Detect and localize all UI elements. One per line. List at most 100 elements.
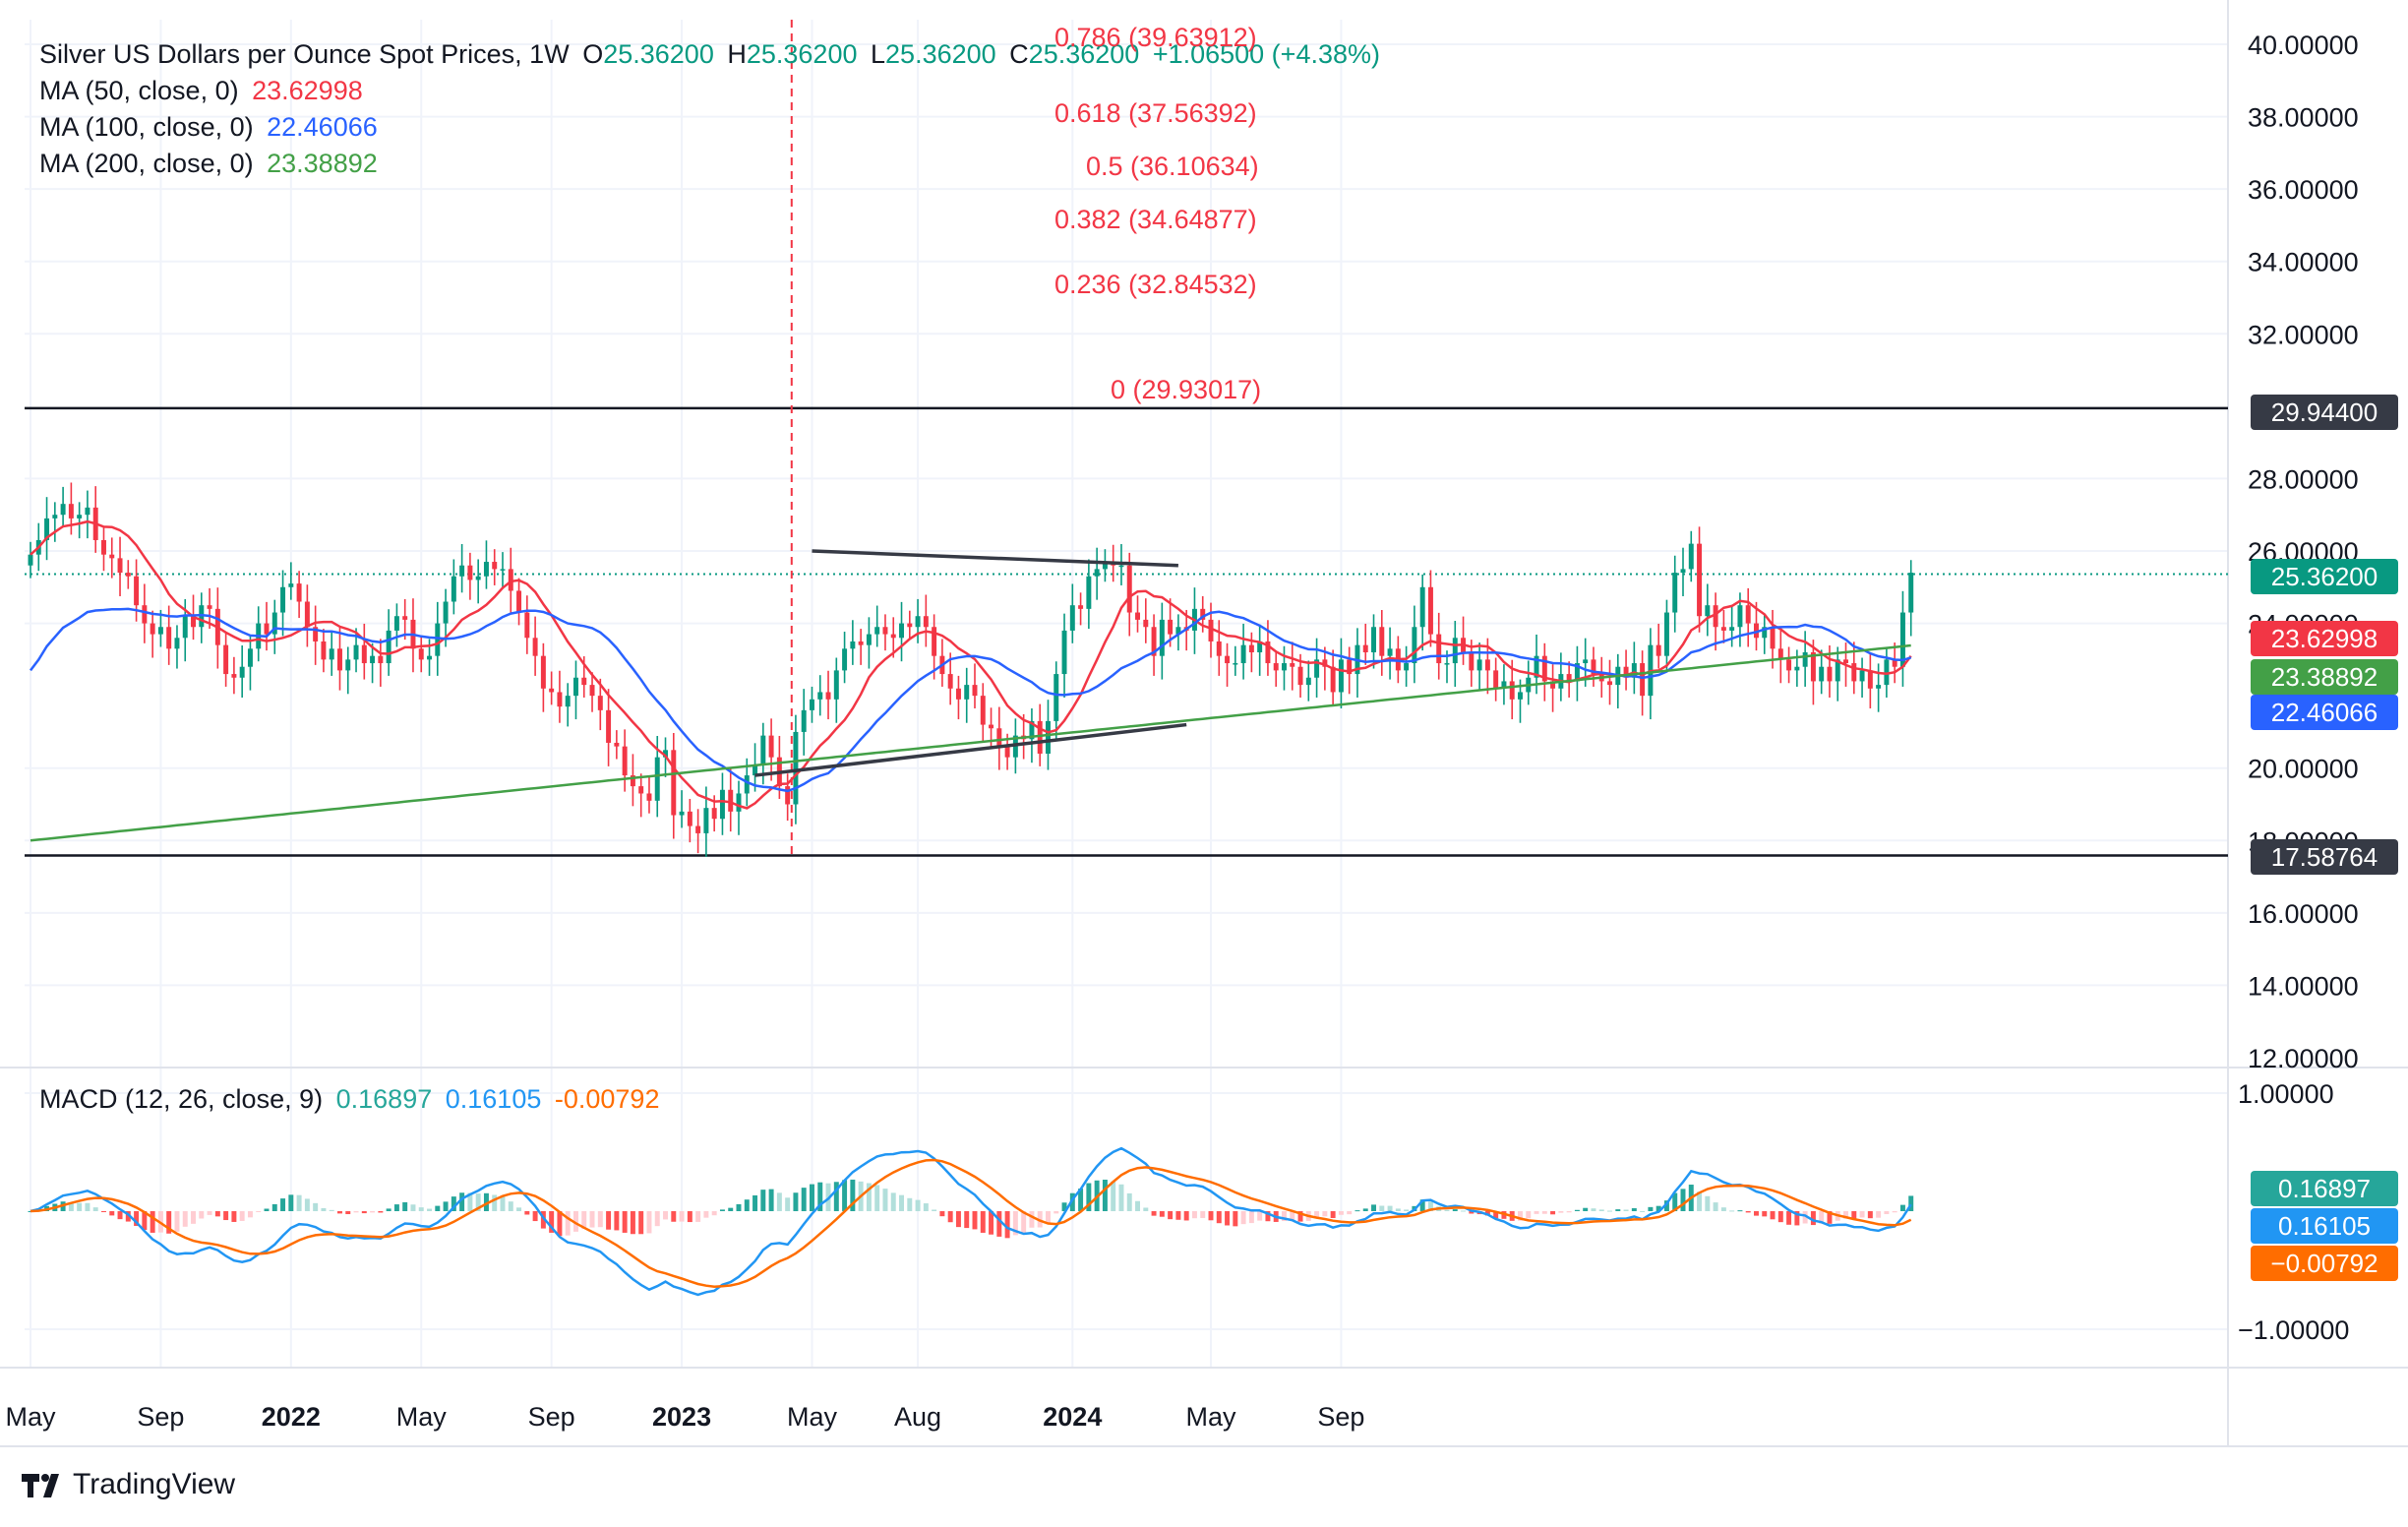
macd-hist-bar xyxy=(1648,1206,1654,1211)
candle-body xyxy=(1607,681,1612,686)
macd-line-value: 0.16105 xyxy=(445,1084,542,1114)
price-axis-tick: 32.00000 xyxy=(2248,320,2359,349)
candle-body xyxy=(109,554,115,559)
candle-body xyxy=(150,623,155,635)
macd-signal-line xyxy=(30,1158,1912,1288)
candle-body xyxy=(1705,605,1711,617)
macd-hist-bar xyxy=(1225,1211,1231,1226)
macd-hist-bar xyxy=(1656,1205,1661,1211)
candle-body xyxy=(1054,674,1059,721)
candle-body xyxy=(1257,641,1263,653)
candle-body xyxy=(44,518,50,540)
macd-hist-bar xyxy=(418,1207,424,1211)
candle-body xyxy=(654,757,660,801)
macd-hist-bar xyxy=(752,1194,758,1211)
candle-body xyxy=(915,616,921,628)
macd-hist-bar xyxy=(451,1196,456,1211)
macd-hist-value: 0.16897 xyxy=(335,1084,433,1114)
candle-body xyxy=(1720,627,1726,631)
macd-hist-bar xyxy=(711,1211,717,1216)
macd-hist-bar xyxy=(760,1190,766,1211)
legend-ma200[interactable]: MA (200, close, 0) 23.38892 xyxy=(39,149,384,179)
macd-hist-bar xyxy=(296,1194,302,1211)
ohlc-h-label: H xyxy=(727,39,747,69)
macd-hist-bar xyxy=(703,1211,709,1218)
candle-body xyxy=(1094,569,1100,577)
macd-hist-bar xyxy=(1598,1209,1604,1211)
price-box-ma50: 23.62998 xyxy=(2251,621,2398,656)
macd-hist-bar xyxy=(353,1211,359,1213)
candle-body xyxy=(1631,663,1637,678)
candle-body xyxy=(1859,670,1865,682)
macd-hist-bar xyxy=(1257,1211,1263,1221)
candle-body xyxy=(1908,573,1914,613)
macd-hist-bar xyxy=(370,1211,376,1213)
macd-hist-bar xyxy=(199,1211,205,1219)
macd-hist-bar xyxy=(1069,1192,1075,1211)
candle-body xyxy=(744,775,750,794)
candle-body xyxy=(1118,565,1124,568)
candle-body xyxy=(923,616,929,628)
tradingview-logo[interactable]: TradingView xyxy=(22,1468,235,1501)
price-axis-tick: 38.00000 xyxy=(2248,103,2359,133)
macd-hist-bar xyxy=(1419,1199,1425,1211)
candle-body xyxy=(1802,652,1808,667)
macd-box-hist: 0.16897 xyxy=(2251,1171,2398,1206)
candle-body xyxy=(1168,619,1174,635)
macd-axis-tick: 1.00000 xyxy=(2238,1079,2334,1109)
candle-body xyxy=(1680,569,1686,574)
macd-hist-bar xyxy=(1021,1211,1027,1233)
candle-body xyxy=(1827,666,1833,682)
candle-body xyxy=(964,685,970,700)
candle-body xyxy=(264,623,270,635)
macd-hist-bar xyxy=(1371,1204,1376,1211)
candle-body xyxy=(1371,627,1376,653)
macd-hist-bar xyxy=(239,1211,245,1221)
legend-ma50[interactable]: MA (50, close, 0) 23.62998 xyxy=(39,76,369,106)
macd-hist-bar xyxy=(410,1204,416,1211)
candle-body xyxy=(1566,674,1572,682)
candle-body xyxy=(1233,663,1238,665)
macd-hist-bar xyxy=(654,1211,660,1227)
candle-body xyxy=(1029,720,1035,740)
macd-hist-bar xyxy=(1078,1189,1084,1211)
fib-level-0[interactable]: 0 (29.93017) xyxy=(1111,375,1262,404)
macd-hist-bar xyxy=(549,1211,555,1233)
macd-hist-bar xyxy=(1899,1204,1905,1211)
candle-body xyxy=(1151,627,1157,656)
candle-body xyxy=(459,565,465,577)
fib-level-0382[interactable]: 0.382 (34.64877) xyxy=(1054,205,1257,234)
candle-body xyxy=(1362,644,1368,653)
fib-level-0618[interactable]: 0.618 (37.56392) xyxy=(1054,98,1257,128)
macd-hist-bar xyxy=(1395,1208,1401,1211)
macd-hist-bar xyxy=(1745,1211,1751,1213)
macd-hist-bar xyxy=(1550,1211,1556,1215)
macd-hist-bar xyxy=(1111,1181,1116,1211)
macd-hist-bar xyxy=(1387,1205,1393,1211)
macd-hist-bar xyxy=(589,1211,595,1228)
candle-body xyxy=(329,648,334,660)
candle-body xyxy=(1379,627,1385,656)
candle-body xyxy=(1794,666,1800,671)
fib-level-05[interactable]: 0.5 (36.10634) xyxy=(1086,152,1259,181)
candle-body xyxy=(899,623,904,639)
candle-body xyxy=(68,504,74,519)
macd-hist-bar xyxy=(1777,1211,1783,1223)
macd-hist-bar xyxy=(833,1182,839,1211)
fib-level-0236[interactable]: 0.236 (32.84532) xyxy=(1054,270,1257,299)
candle-body xyxy=(1404,663,1410,671)
legend-ma100[interactable]: MA (100, close, 0) 22.46066 xyxy=(39,112,384,143)
macd-hist-bar xyxy=(980,1211,986,1233)
candle-body xyxy=(304,601,310,628)
candle-body xyxy=(386,630,391,664)
macd-hist-bar xyxy=(597,1211,603,1228)
macd-hist-bar xyxy=(573,1211,578,1232)
candle-body xyxy=(1248,644,1254,653)
macd-hist-bar xyxy=(1404,1209,1410,1211)
candle-body xyxy=(1330,666,1336,693)
legend-macd[interactable]: MACD (12, 26, close, 9) 0.16897 0.16105 … xyxy=(39,1084,665,1115)
macd-hist-bar xyxy=(1151,1211,1157,1216)
fib-level-0786[interactable]: 0.786 (39.63912) xyxy=(1054,23,1257,52)
